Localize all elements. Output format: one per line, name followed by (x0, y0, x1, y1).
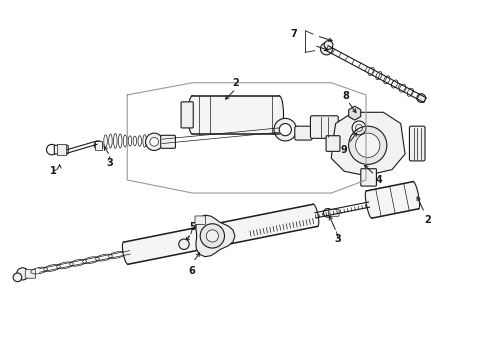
Text: 9: 9 (341, 145, 348, 154)
Circle shape (200, 224, 224, 248)
Text: 3: 3 (335, 234, 342, 244)
Circle shape (274, 118, 296, 141)
Circle shape (323, 208, 332, 217)
Circle shape (356, 133, 380, 157)
Circle shape (349, 126, 387, 165)
Text: 5: 5 (189, 222, 196, 232)
Circle shape (94, 141, 103, 150)
Text: 7: 7 (291, 29, 297, 39)
FancyBboxPatch shape (161, 135, 175, 148)
Circle shape (487, 171, 490, 180)
Circle shape (478, 176, 490, 188)
Circle shape (179, 239, 189, 249)
Polygon shape (196, 215, 235, 257)
Text: 2: 2 (232, 78, 239, 88)
Polygon shape (331, 112, 405, 176)
FancyBboxPatch shape (329, 210, 339, 216)
FancyBboxPatch shape (311, 116, 338, 138)
Polygon shape (349, 106, 361, 120)
Circle shape (146, 133, 163, 150)
FancyBboxPatch shape (410, 126, 425, 161)
Circle shape (417, 94, 425, 103)
Circle shape (13, 273, 22, 282)
FancyBboxPatch shape (326, 136, 340, 151)
Ellipse shape (275, 96, 284, 134)
Ellipse shape (366, 191, 373, 218)
Circle shape (320, 43, 333, 55)
Bar (57, 144, 66, 155)
FancyBboxPatch shape (361, 169, 376, 186)
Circle shape (150, 138, 159, 146)
Text: 4: 4 (376, 175, 382, 185)
Circle shape (206, 230, 219, 242)
FancyBboxPatch shape (195, 216, 205, 225)
Text: 2: 2 (425, 215, 431, 225)
FancyBboxPatch shape (181, 102, 193, 128)
Circle shape (17, 268, 29, 280)
Polygon shape (123, 204, 318, 264)
Bar (193, 96, 279, 134)
Text: 1: 1 (50, 166, 57, 176)
Ellipse shape (412, 181, 419, 209)
Circle shape (324, 41, 333, 49)
Circle shape (279, 123, 292, 136)
FancyBboxPatch shape (54, 145, 68, 154)
Ellipse shape (312, 204, 319, 226)
FancyBboxPatch shape (295, 126, 312, 140)
Bar (95, 141, 102, 150)
Polygon shape (367, 181, 418, 218)
FancyBboxPatch shape (25, 270, 36, 278)
Text: 8: 8 (343, 91, 349, 101)
Ellipse shape (122, 242, 129, 264)
Text: 3: 3 (106, 158, 113, 168)
Text: 6: 6 (188, 266, 195, 276)
Ellipse shape (188, 96, 196, 134)
